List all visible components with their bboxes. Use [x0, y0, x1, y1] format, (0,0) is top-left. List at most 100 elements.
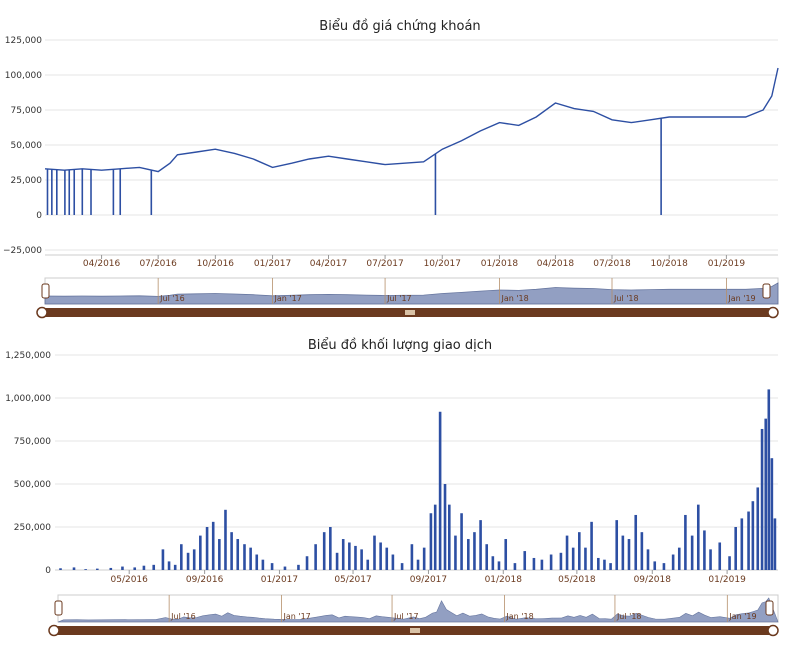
- volume-chart-title: Biểu đồ khối lượng giao dịch: [308, 338, 492, 353]
- volume-chart: Biểu đồ khối lượng giao dịch 1,250,0001,…: [5, 338, 779, 637]
- volume-navigator-area: [57, 597, 779, 623]
- volume-bar: [756, 487, 760, 570]
- volume-navigator-label: Jul '18: [616, 612, 642, 621]
- volume-bar: [180, 544, 183, 570]
- price-xtick-label: 04/2016: [83, 259, 121, 269]
- volume-bar: [422, 547, 426, 570]
- volume-navigator-label: Jan '19: [728, 612, 756, 621]
- volume-bar: [770, 458, 774, 570]
- volume-bar: [400, 563, 404, 570]
- volume-bar: [728, 556, 731, 570]
- volume-bar: [671, 554, 675, 570]
- price-navigator-right-handle: [762, 283, 771, 299]
- price-chart-title: Biểu đồ giá chứng khoán: [319, 19, 480, 34]
- volume-bar: [773, 518, 777, 570]
- price-ytick-label: 50,000: [11, 141, 43, 151]
- volume-bar: [192, 549, 196, 570]
- volume-bar: [718, 542, 722, 570]
- volume-bar: [460, 513, 463, 570]
- volume-bar: [454, 535, 457, 570]
- price-navigator-label: Jan '17: [274, 294, 302, 303]
- volume-bar: [634, 514, 638, 570]
- price-navigator[interactable]: Jul '16 Jan '17 Jul '17 Jan '18 Jul '18 Jan '…: [36, 277, 779, 319]
- volume-bar: [734, 527, 737, 570]
- volume-bar: [305, 556, 309, 570]
- price-xtick-label: 10/2016: [197, 259, 235, 269]
- volume-bar: [199, 535, 202, 570]
- volume-scrollbar-grip: [410, 628, 420, 633]
- price-navigator-label: Jul '17: [386, 294, 412, 303]
- price-navigator-label: Jan '19: [727, 294, 755, 303]
- volume-bar: [485, 544, 489, 570]
- volume-bar: [609, 563, 612, 570]
- volume-bar: [329, 527, 332, 570]
- volume-bar: [584, 547, 587, 570]
- price-scroll-left-button: [36, 306, 48, 319]
- volume-navigator-frame: [57, 594, 779, 623]
- volume-bar: [448, 504, 451, 570]
- price-navigator-label: Jul '16: [159, 294, 185, 303]
- volume-bar: [696, 504, 700, 570]
- price-ytick-label: 25,000: [11, 176, 43, 186]
- volume-bar: [410, 544, 414, 570]
- volume-bar: [603, 559, 606, 570]
- price-xtick-label: 04/2017: [310, 259, 347, 269]
- price-ytick-label: 0: [36, 211, 42, 221]
- volume-bar: [249, 547, 252, 570]
- volume-bar: [96, 568, 99, 570]
- price-xtick-label: 04/2018: [537, 259, 575, 269]
- volume-xtick-label: 01/2019: [708, 575, 746, 585]
- volume-gridlines: [55, 354, 778, 571]
- volume-bar: [690, 535, 694, 570]
- volume-bar: [760, 428, 764, 570]
- volume-bar: [59, 568, 62, 570]
- volume-bar: [764, 418, 768, 570]
- price-xtick-label: 10/2017: [424, 259, 461, 269]
- volume-xtick-label: 05/2017: [334, 575, 371, 585]
- price-xtick-label: 01/2019: [708, 259, 746, 269]
- volume-bar: [297, 564, 300, 570]
- volume-ytick-label: 0: [45, 566, 51, 576]
- volume-bar: [621, 535, 625, 570]
- volume-bar: [479, 520, 482, 570]
- volume-bar: [373, 535, 376, 570]
- price-gridlines: [45, 39, 778, 251]
- volume-bar: [230, 532, 233, 570]
- volume-xtick-label: 09/2018: [634, 575, 672, 585]
- volume-bar: [314, 544, 317, 570]
- volume-bar: [186, 552, 190, 570]
- volume-bar: [662, 563, 666, 570]
- volume-navigator-label: Jan '18: [505, 612, 533, 621]
- volume-x-axis: 05/2016 09/2016 01/2017 05/2017 09/2017 01/20…: [55, 569, 778, 585]
- price-scrollbar-grip: [405, 310, 415, 315]
- volume-bar: [261, 559, 265, 570]
- price-ytick-label: −25,000: [3, 246, 42, 256]
- volume-bar: [152, 564, 156, 570]
- volume-bar: [109, 567, 113, 570]
- volume-bar: [571, 547, 575, 570]
- volume-navigator-left-handle: [54, 600, 63, 616]
- volume-bar: [218, 539, 221, 570]
- volume-bar: [640, 532, 644, 570]
- volume-bar: [243, 544, 246, 570]
- price-x-axis: 04/2016 07/2016 10/2016 01/2017 04/2017 07/20…: [45, 254, 778, 269]
- volume-xtick-label: 05/2016: [111, 575, 149, 585]
- price-series: [44, 67, 779, 215]
- volume-bar: [549, 554, 553, 570]
- volume-navigator-label: Jan '17: [283, 612, 311, 621]
- volume-xtick-label: 09/2016: [186, 575, 224, 585]
- volume-bar: [354, 545, 357, 570]
- volume-ytick-label: 1,000,000: [5, 394, 51, 404]
- price-navigator-label: Jan '18: [500, 294, 528, 303]
- volume-bar: [597, 557, 600, 570]
- volume-bar: [205, 527, 209, 570]
- volume-navigator[interactable]: Jul '16 Jan '17 Jul '17 Jan '18 Jul '18 Jan '…: [48, 594, 779, 637]
- volume-bar: [416, 559, 420, 570]
- volume-bar: [523, 551, 527, 570]
- volume-bar: [565, 535, 569, 570]
- volume-bar: [236, 539, 240, 570]
- volume-bar: [379, 542, 382, 570]
- price-xtick-label: 01/2018: [481, 259, 519, 269]
- volume-ytick-label: 750,000: [14, 437, 51, 447]
- volume-bar: [467, 539, 470, 570]
